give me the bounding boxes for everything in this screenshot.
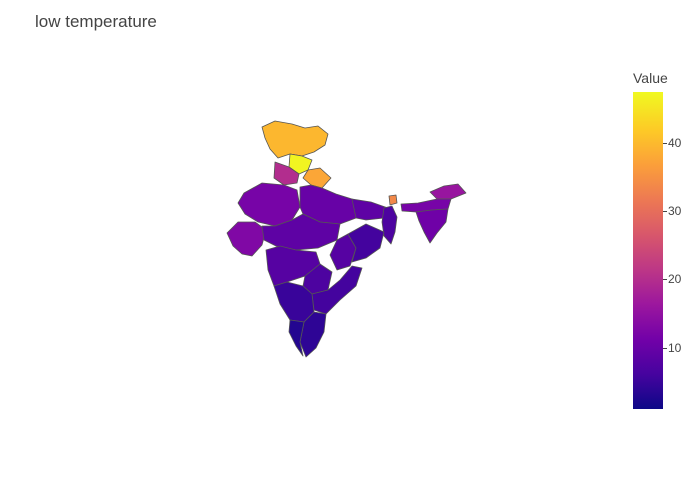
region-uttarakhand[interactable]: [302, 167, 332, 189]
region-andhra-pradesh[interactable]: [311, 265, 363, 315]
region-kerala[interactable]: [288, 319, 305, 357]
colorbar-tick-mark: [663, 143, 667, 145]
region-west-bengal[interactable]: [381, 205, 398, 245]
region-tamil-nadu[interactable]: [299, 311, 327, 358]
colorbar: [633, 92, 663, 409]
region-gujarat[interactable]: [226, 221, 267, 257]
chart-title: low temperature: [35, 12, 157, 31]
region-northeast-states[interactable]: [415, 208, 449, 244]
region-punjab[interactable]: [273, 161, 300, 186]
colorbar-tick-label: 40: [668, 136, 682, 151]
region-arunachal-pradesh[interactable]: [429, 183, 467, 200]
colorbar-tick-mark: [663, 211, 667, 213]
colorbar-tick-label: 30: [668, 204, 682, 219]
colorbar-title: Value: [633, 70, 668, 86]
colorbar-tick-mark: [663, 279, 667, 281]
colorbar-tick-mark: [663, 347, 667, 349]
region-jammu-and-kashmir[interactable]: [261, 120, 329, 159]
region-rajasthan[interactable]: [237, 182, 301, 227]
region-odisha[interactable]: [347, 223, 385, 263]
colorbar-tick-label: 20: [668, 272, 682, 287]
region-madhya-pradesh[interactable]: [261, 213, 341, 251]
region-sikkim[interactable]: [388, 194, 398, 206]
colorbar-tick-label: 10: [668, 340, 682, 355]
